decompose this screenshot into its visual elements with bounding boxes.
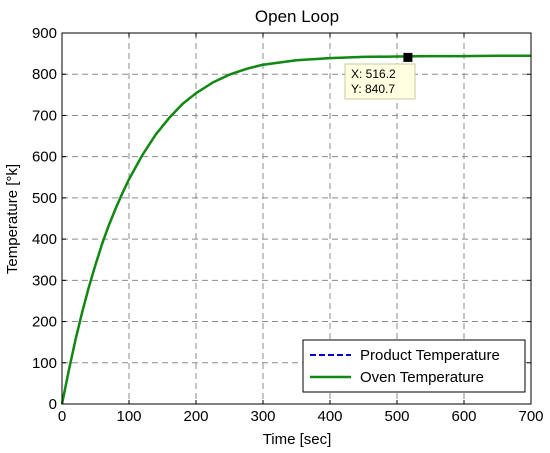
series-layer — [60, 54, 531, 405]
series-line-oven-temperature — [60, 54, 531, 405]
y-tick-label-800: 800 — [32, 66, 57, 83]
legend-label-oven-temperature: Oven Temperature — [360, 369, 484, 386]
y-tick-label-600: 600 — [32, 149, 57, 166]
x-tick-label-0: 0 — [58, 408, 66, 425]
y-tick-label-500: 500 — [32, 190, 57, 207]
y-tick-label-200: 200 — [32, 314, 57, 331]
ticks: 0 100 200 300 400 500 600 700 0 100 200 300 400 500 60… — [32, 25, 544, 425]
chart-title: Open Loop — [255, 7, 339, 26]
y-tick-label-900: 900 — [32, 25, 57, 42]
x-tick-label-400: 400 — [317, 408, 342, 425]
x-tick-label-600: 600 — [451, 408, 476, 425]
legend: Product Temperature Oven Temperature — [302, 339, 526, 393]
legend-box — [302, 339, 526, 393]
x-tick-label-300: 300 — [250, 408, 275, 425]
y-tick-label-100: 100 — [32, 355, 57, 372]
legend-label-product-temperature: Product Temperature — [360, 347, 500, 364]
datatip-box — [344, 63, 416, 100]
datatip-marker[interactable] — [403, 52, 413, 62]
x-tick-label-200: 200 — [183, 408, 208, 425]
y-tick-label-700: 700 — [32, 107, 57, 124]
datatip-x-text: X: 516.2 — [351, 67, 396, 81]
datatip[interactable]: X: 516.2 Y: 840.7 — [344, 52, 416, 100]
x-axis-label: Time [sec] — [263, 431, 332, 448]
datatip-y-text: Y: 840.7 — [351, 82, 395, 96]
plot-frame — [61, 32, 532, 405]
y-tick-label-400: 400 — [32, 231, 57, 248]
x-tick-label-500: 500 — [384, 408, 409, 425]
y-axis-label: Temperature [°k] — [4, 164, 21, 274]
y-tick-label-300: 300 — [32, 272, 57, 289]
y-tick-label-0: 0 — [49, 396, 57, 413]
x-tick-label-700: 700 — [518, 408, 543, 425]
x-tick-label-100: 100 — [116, 408, 141, 425]
grid — [62, 33, 531, 404]
